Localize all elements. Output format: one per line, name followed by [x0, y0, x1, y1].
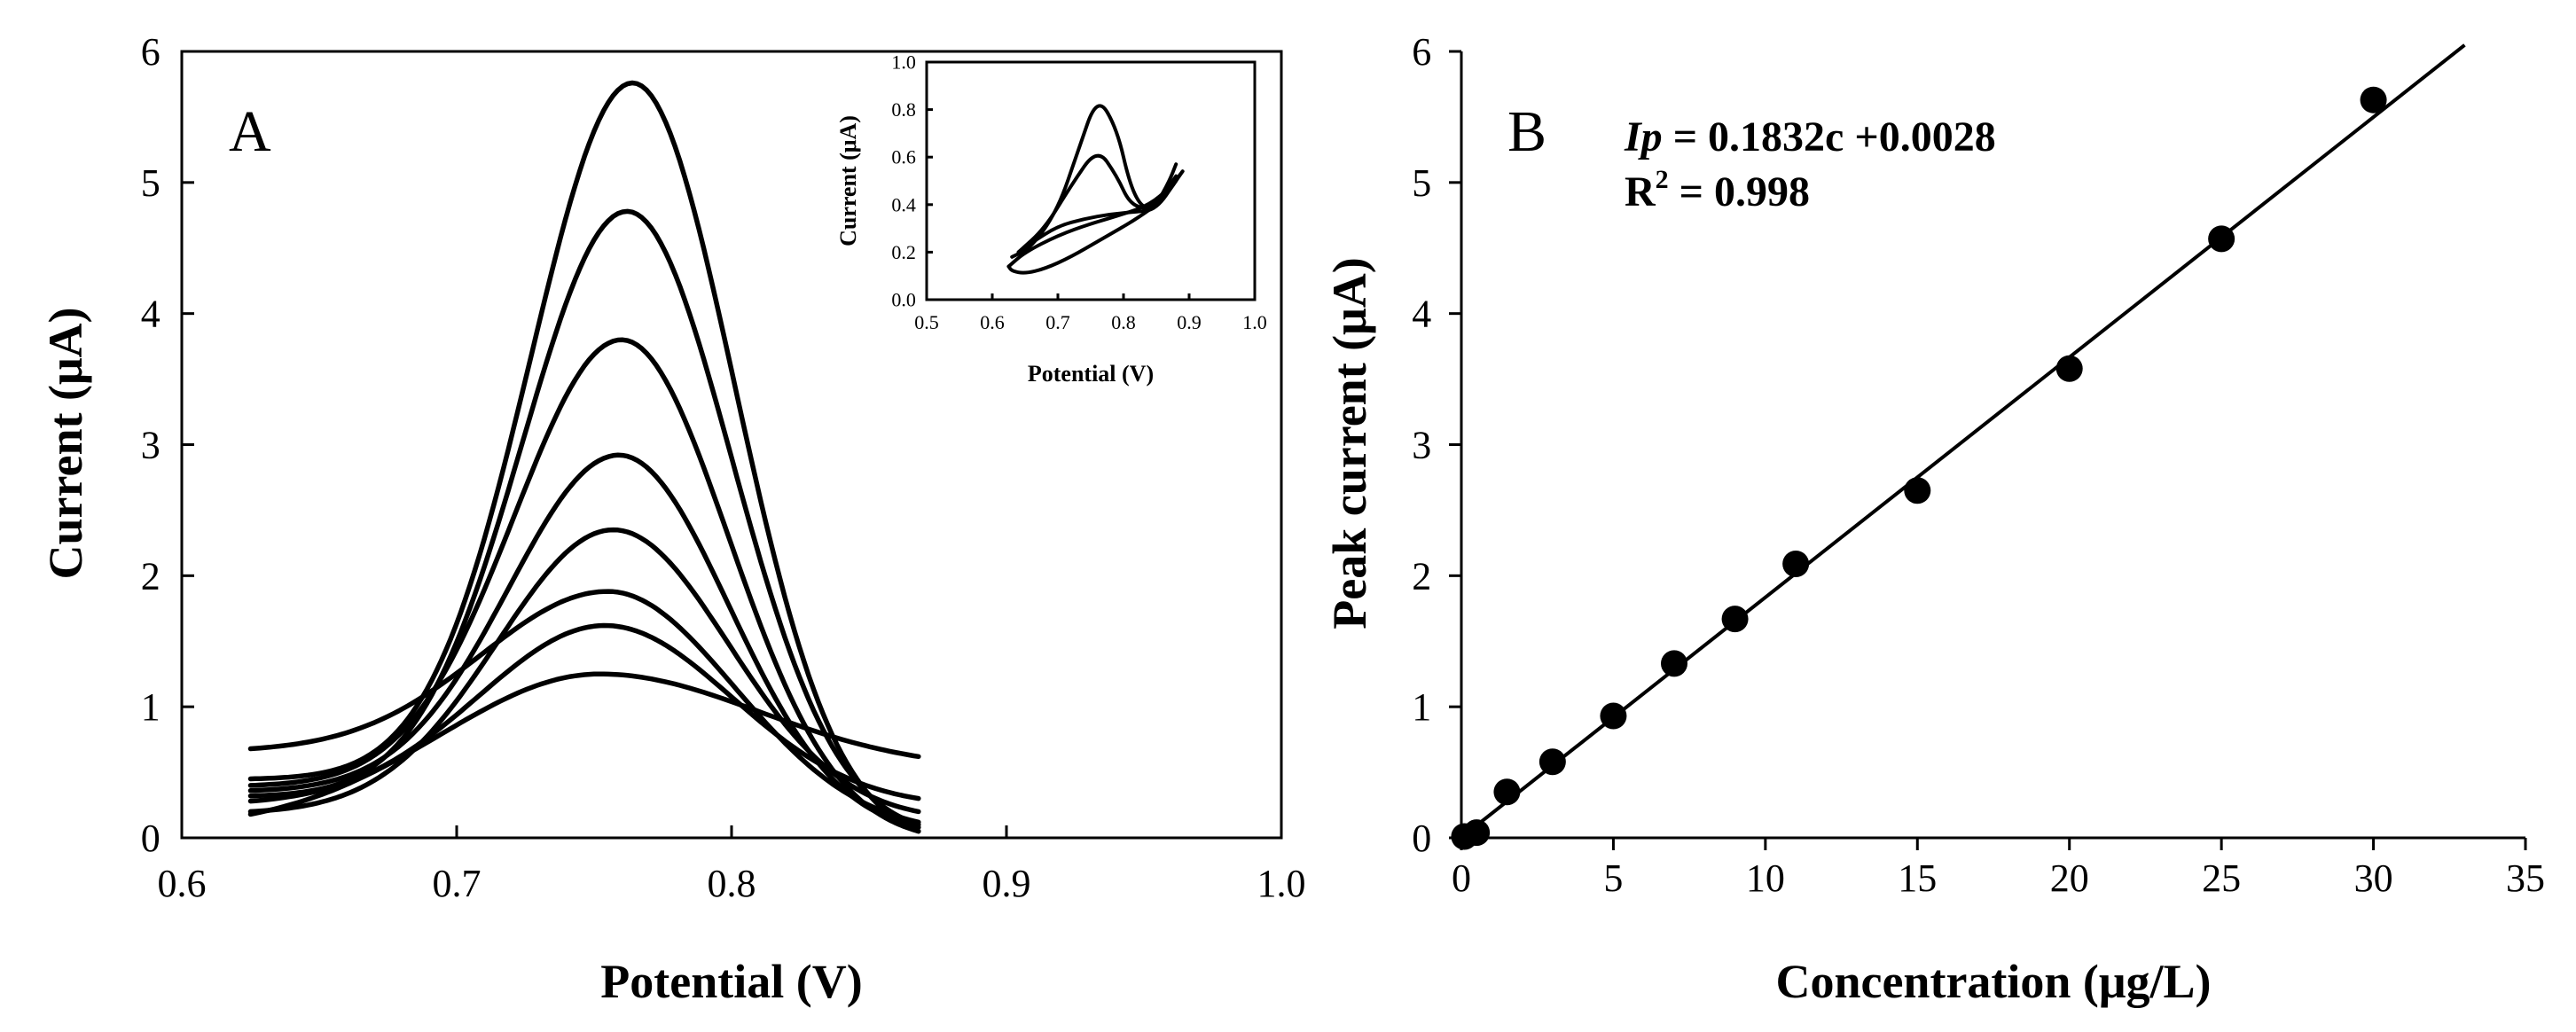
- panel-b-y-tick-label: 3: [1412, 423, 1431, 466]
- regression-equation: Ip = 0.1832c +0.0028: [1624, 113, 1996, 160]
- panel-b-data-point: [1782, 551, 1810, 578]
- panel-b-y-tick-label: 0: [1412, 817, 1431, 860]
- panel-b-y-tick-label: 5: [1412, 161, 1431, 205]
- panel-b-x-tick-label: 25: [2202, 856, 2241, 900]
- inset-y-tick-label: 0.2: [891, 241, 916, 263]
- panel-a-x-tick-label: 1.0: [1257, 862, 1306, 905]
- inset-x-tick-label: 0.8: [1111, 311, 1136, 333]
- panel-b-data-point: [1721, 606, 1749, 633]
- panel-b-x-tick-label: 15: [1898, 856, 1937, 900]
- inset-y-tick-label: 0.4: [891, 193, 916, 215]
- panel-a-curve-2: [247, 622, 921, 804]
- panel-b-points: [1451, 86, 2387, 850]
- inset-x-tick-label: 1.0: [1242, 311, 1267, 333]
- panel-a-curve-8: [247, 80, 921, 834]
- inset-y-tick-label: 1.0: [891, 51, 916, 73]
- inset-plot-frame: [925, 60, 1257, 301]
- panel-b-data-point: [1463, 819, 1491, 847]
- panel-b-data-point: [1600, 702, 1627, 730]
- r-squared-value: = 0.998: [1669, 168, 1810, 215]
- panel-b-data-point: [1539, 748, 1566, 776]
- inset-cv-sample-2: [1016, 153, 1178, 254]
- panel-b-y-tick-label: 2: [1412, 554, 1431, 598]
- panel-b-data-point: [2360, 86, 2387, 113]
- panel-b-x-tick-label: 30: [2354, 856, 2393, 900]
- panel-a-curve-7: [247, 208, 921, 827]
- panel-a-x-axis-label: Potential (V): [600, 955, 862, 1008]
- equation-variable: Ip: [1624, 113, 1663, 160]
- panel-a-curve-5: [247, 452, 921, 830]
- panel-b-x-tick-label: 20: [2050, 856, 2089, 900]
- panel-b-fit-line-group: [1460, 43, 2466, 840]
- panel-a-y-tick-label: 1: [141, 685, 161, 729]
- panel-a-x-ticks: 0.6 0.7 0.8 0.9 1.0: [158, 825, 1306, 905]
- panel-a-y-axis-label: Current (μA): [39, 307, 92, 579]
- panel-a-y-ticks: 0 1 2 3 4 5 6: [141, 30, 194, 860]
- equation-rhs: = 0.1832c +0.0028: [1663, 113, 1996, 160]
- panel-a-x-tick-label: 0.7: [433, 862, 482, 905]
- panel-b-y-axis-label: Peak current (μA): [1323, 257, 1376, 629]
- r-squared-superscript: 2: [1656, 165, 1669, 194]
- panel-b-label: B: [1507, 99, 1546, 164]
- panel-b-x-ticks: 0 5 10 15 20 25 30 35: [1452, 838, 2545, 900]
- inset-cv-sample-reverse: [1016, 179, 1178, 254]
- panel-b-y-ticks: 0 1 2 3 4 5 6: [1412, 30, 1461, 860]
- panel-b-data-point: [1904, 477, 1931, 504]
- inset-x-tick-label: 0.7: [1045, 311, 1070, 333]
- panel-b-y-tick-label: 4: [1412, 293, 1431, 336]
- inset-y-axis-label: Current (μA): [835, 115, 861, 246]
- panel-a-y-tick-label: 2: [141, 554, 161, 598]
- inset-x-ticks: 0.5 0.6 0.7 0.8 0.9 1.0: [914, 293, 1267, 333]
- inset-y-ticks: 0.0 0.2 0.4 0.6 0.8 1.0: [891, 51, 933, 310]
- inset-x-tick-label: 0.6: [980, 311, 1005, 333]
- panel-a-y-tick-label: 3: [141, 423, 161, 466]
- inset-x-axis-label: Potential (V): [1028, 361, 1154, 387]
- panel-b-x-axis-label: Concentration (μg/L): [1775, 955, 2211, 1008]
- panel-a-label: A: [229, 99, 271, 164]
- panel-b-x-tick-label: 35: [2506, 856, 2545, 900]
- panel-a-x-tick-label: 0.6: [158, 862, 207, 905]
- inset-x-tick-label: 0.5: [914, 311, 939, 333]
- panel-a-y-tick-label: 4: [141, 293, 161, 336]
- panel-b-data-point: [1493, 778, 1521, 806]
- panel-a-y-tick-label: 5: [141, 161, 161, 205]
- panel-a-curve-6: [247, 337, 921, 834]
- inset-y-tick-label: 0.6: [891, 146, 916, 168]
- panel-a-curve-3: [247, 589, 921, 825]
- inset-y-tick-label: 0.0: [891, 288, 916, 310]
- panel-b-chart: 0 1 2 3 4 5 6 0 5 10 15 20 25 30 35 B Ip = 0.1832c +0…: [1323, 30, 2545, 1008]
- panel-a-y-tick-label: 6: [141, 30, 161, 74]
- panel-b-data-point: [2208, 225, 2235, 253]
- panel-b-data-point: [2055, 355, 2083, 382]
- panel-b-y-tick-label: 1: [1412, 685, 1431, 729]
- panel-b-fit-line: [1460, 43, 2466, 840]
- inset-x-tick-label: 0.9: [1177, 311, 1202, 333]
- panel-b-x-tick-label: 0: [1452, 856, 1471, 900]
- inset-y-tick-label: 0.8: [891, 98, 916, 121]
- r-squared-label: R: [1625, 168, 1656, 215]
- panel-b-data-point: [1661, 650, 1687, 677]
- panel-b-y-tick-label: 6: [1412, 30, 1431, 74]
- panel-a-curves: [247, 80, 921, 834]
- panel-a-y-tick-label: 0: [141, 817, 161, 860]
- panel-b-x-tick-label: 10: [1746, 856, 1785, 900]
- panel-a-inset-chart: 0.0 0.2 0.4 0.6 0.8 1.0 0.5 0.6 0.7 0.8 0.9 1.0 Po…: [835, 51, 1267, 387]
- panel-a-x-tick-label: 0.8: [708, 862, 756, 905]
- panel-a-x-tick-label: 0.9: [983, 862, 1031, 905]
- inset-curves: [1006, 104, 1185, 275]
- panel-b-x-tick-label: 5: [1603, 856, 1623, 900]
- r-squared: R2 = 0.998: [1625, 165, 1810, 215]
